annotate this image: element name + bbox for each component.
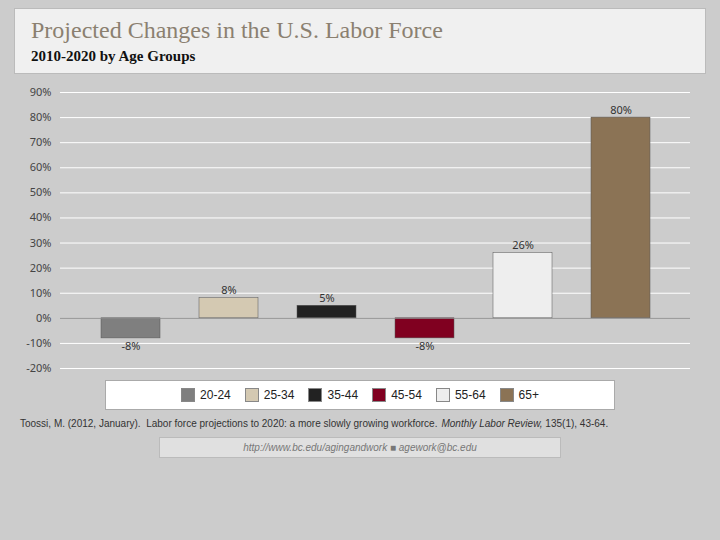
- html-text:45-54: 45-54: [391, 388, 422, 402]
- html-text:http://www.bc.edu/agingandwork: http://www.bc.edu/agingandwork ■ agework…: [243, 442, 477, 453]
- svg-text:90%: 90%: [30, 84, 52, 99]
- svg-text:80%: 80%: [30, 109, 52, 124]
- html-text:25-34: 25-34: [263, 388, 295, 402]
- svg-text:5%: 5%: [319, 290, 334, 305]
- svg-text:40%: 40%: [30, 209, 52, 224]
- svg-text:-10%: -10%: [26, 335, 51, 350]
- html-text:2010-2020 by Age Groups: 2010-2020 by Age Groups: [31, 48, 196, 64]
- svg-text:-8%: -8%: [416, 338, 435, 353]
- svg-text:10%: 10%: [30, 285, 52, 300]
- svg-text:80%: 80%: [610, 102, 632, 117]
- svg-text:30%: 30%: [30, 235, 52, 250]
- svg-text:70%: 70%: [30, 134, 52, 149]
- svg-text:-8%: -8%: [122, 338, 141, 353]
- svg-text:26%: 26%: [512, 237, 534, 252]
- svg-text:20%: 20%: [30, 260, 52, 275]
- html-text:55-64: 55-64: [454, 388, 486, 402]
- svg-text:60%: 60%: [30, 159, 52, 174]
- html-text:35-44: 35-44: [327, 388, 359, 402]
- svg-text:8%: 8%: [221, 282, 236, 297]
- html-text:20-24: 20-24: [200, 388, 231, 402]
- svg-text:0%: 0%: [36, 310, 51, 325]
- html-text:Projected Changes in the U.S.: Projected Changes in the U.S. Labor Forc…: [31, 17, 443, 43]
- html-text:65+: 65+: [518, 388, 539, 402]
- svg-text:50%: 50%: [30, 184, 52, 199]
- html-text:Toossi, M. (2012, January). La: Toossi, M. (2012, January). Labor force …: [20, 418, 609, 429]
- svg-text:-20%: -20%: [26, 360, 51, 375]
